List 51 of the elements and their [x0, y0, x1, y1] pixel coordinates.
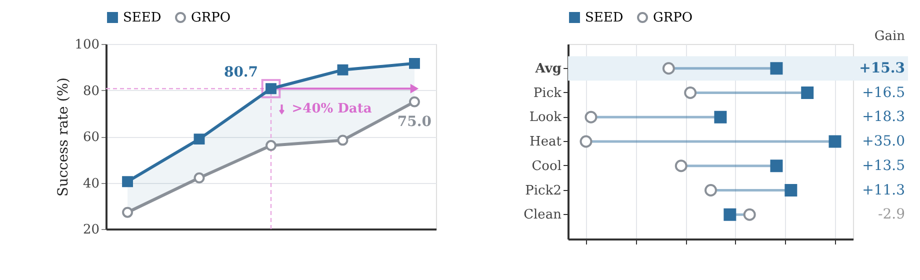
text: Gain	[874, 29, 906, 44]
legend-label: GRPO	[653, 10, 693, 26]
point	[684, 86, 697, 99]
text: +18.3	[862, 109, 905, 126]
point	[674, 160, 688, 172]
point	[801, 86, 814, 99]
text: +13.5	[862, 158, 905, 174]
y-tick-label: Clean	[524, 208, 562, 223]
point	[409, 58, 420, 69]
point	[194, 134, 205, 145]
text: +16.5	[862, 84, 905, 101]
point	[770, 160, 783, 172]
legend-label: SEED	[123, 10, 162, 26]
y-tick-label: Avg	[534, 61, 562, 76]
y-tick-label: 100	[74, 38, 100, 52]
point	[770, 62, 783, 75]
legend-label: GRPO	[191, 10, 231, 26]
y-tick-label: Pick2	[525, 183, 562, 198]
y-tick-label: Cool	[532, 158, 562, 174]
point	[784, 184, 798, 196]
y-tick-label: 60	[82, 130, 100, 145]
point	[714, 110, 727, 124]
y-tick-label: 20	[82, 222, 100, 238]
point	[743, 208, 756, 221]
text: +11.3	[862, 182, 905, 198]
y-tick-label: Look	[529, 110, 562, 126]
annotation: 75.0	[397, 114, 432, 130]
y-tick-label: 80	[82, 84, 100, 99]
point	[409, 96, 420, 108]
point	[266, 140, 276, 151]
text: +15.3	[859, 60, 905, 76]
point	[194, 172, 205, 184]
point	[662, 62, 675, 75]
y-axis-title: Success rate (%)	[56, 77, 72, 197]
point	[828, 135, 842, 148]
y-tick-label: 40	[82, 176, 100, 192]
y-tick-label: Heat	[529, 134, 562, 150]
point	[580, 135, 592, 148]
point	[337, 64, 348, 76]
text: +35.0	[862, 134, 905, 150]
annotation: 80.7	[224, 64, 258, 81]
point	[337, 134, 348, 146]
y-tick-label: Pick	[533, 86, 562, 101]
point	[584, 110, 598, 124]
point	[122, 176, 133, 188]
text: -2.9	[878, 206, 905, 223]
point	[724, 208, 736, 221]
legend-label: SEED	[585, 10, 624, 26]
point	[122, 206, 133, 218]
point	[704, 184, 717, 196]
annotation: >40% Data	[292, 102, 372, 117]
